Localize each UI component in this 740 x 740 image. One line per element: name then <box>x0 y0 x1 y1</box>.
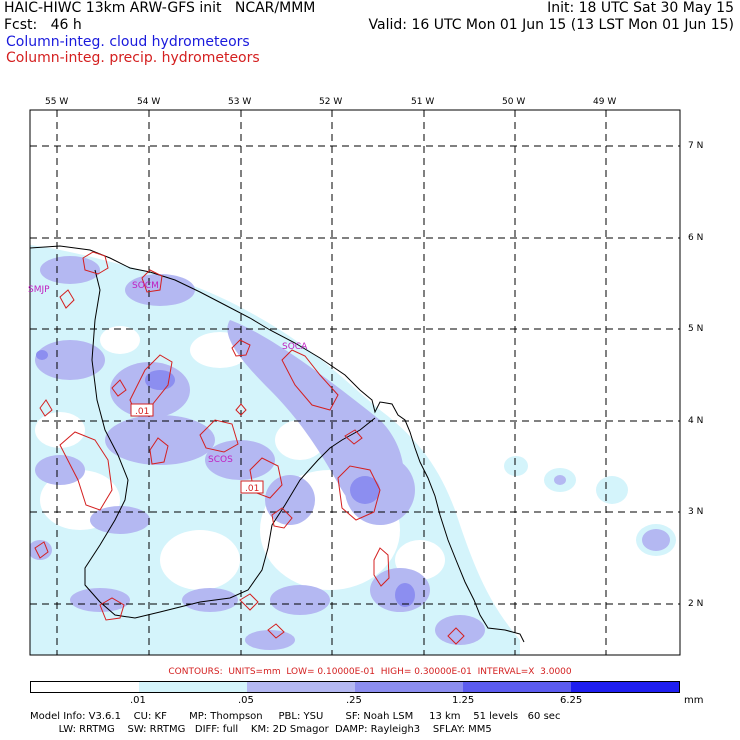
model-info-line1: Model Info: V3.6.1 CU: KF MP: Thompson P… <box>30 711 561 722</box>
lat-lon-grid <box>30 110 680 655</box>
colorbar-label: .05 <box>238 695 254 706</box>
lon-tick-label: 54 W <box>137 97 161 107</box>
colorbar-label: .25 <box>346 695 362 706</box>
colorbar-label: 1.25 <box>452 695 475 706</box>
init-time: Init: 18 UTC Sat 30 May 15 <box>547 0 734 16</box>
lat-tick-label: 4 N <box>688 416 704 426</box>
colorbar-label: 6.25 <box>560 695 583 706</box>
forecast-hour: Fcst: 46 h <box>4 17 82 33</box>
lat-tick-label: 6 N <box>688 233 704 243</box>
lat-tick-label: 7 N <box>688 141 704 151</box>
lon-tick-label: 55 W <box>45 97 69 107</box>
map-title: HAIC-HIWC 13km ARW-GFS init NCAR/MMM <box>4 0 316 16</box>
lon-tick-label: 52 W <box>319 97 343 107</box>
lat-tick-label: 2 N <box>688 599 704 609</box>
legend-cloud-hydrometeors: Column-integ. cloud hydrometeors <box>6 34 250 50</box>
contour-value-label: .01 <box>245 484 259 494</box>
station-label: SCOS <box>208 455 233 465</box>
lat-tick-label: 5 N <box>688 324 704 334</box>
coastline <box>30 245 525 643</box>
contour-value-label: .01 <box>135 407 149 417</box>
lon-tick-label: 53 W <box>228 97 252 107</box>
lon-tick-label: 49 W <box>593 97 617 107</box>
station-label: SOCA <box>282 342 308 352</box>
precip-contours <box>34 251 465 645</box>
colorbar-swatch-3 <box>355 682 463 692</box>
station-label: SOCM <box>132 281 159 291</box>
colorbar-swatch-1 <box>139 682 247 692</box>
colorbar-swatch-2 <box>247 682 355 692</box>
lat-tick-label: 3 N <box>688 507 704 517</box>
colorbar-swatch-0 <box>31 682 139 692</box>
model-info-line2: LW: RRTMG SW: RRTMG DIFF: full KM: 2D Sm… <box>30 724 492 735</box>
lon-tick-label: 50 W <box>502 97 526 107</box>
contour-info: CONTOURS: UNITS=mm LOW= 0.10000E-01 HIGH… <box>168 667 572 677</box>
colorbar-label: .01 <box>130 695 146 706</box>
colorbar-swatch-4 <box>463 682 571 692</box>
station-label: SMJP <box>28 285 50 295</box>
colorbar-units: mm <box>684 695 704 706</box>
legend-precip-hydrometeors: Column-integ. precip. hydrometeors <box>6 50 260 66</box>
lon-tick-label: 51 W <box>411 97 435 107</box>
color-bar <box>30 681 680 693</box>
colorbar-swatch-5 <box>571 682 679 692</box>
hydrometeor-field <box>30 110 680 655</box>
valid-time: Valid: 16 UTC Mon 01 Jun 15 (13 LST Mon … <box>368 17 734 33</box>
